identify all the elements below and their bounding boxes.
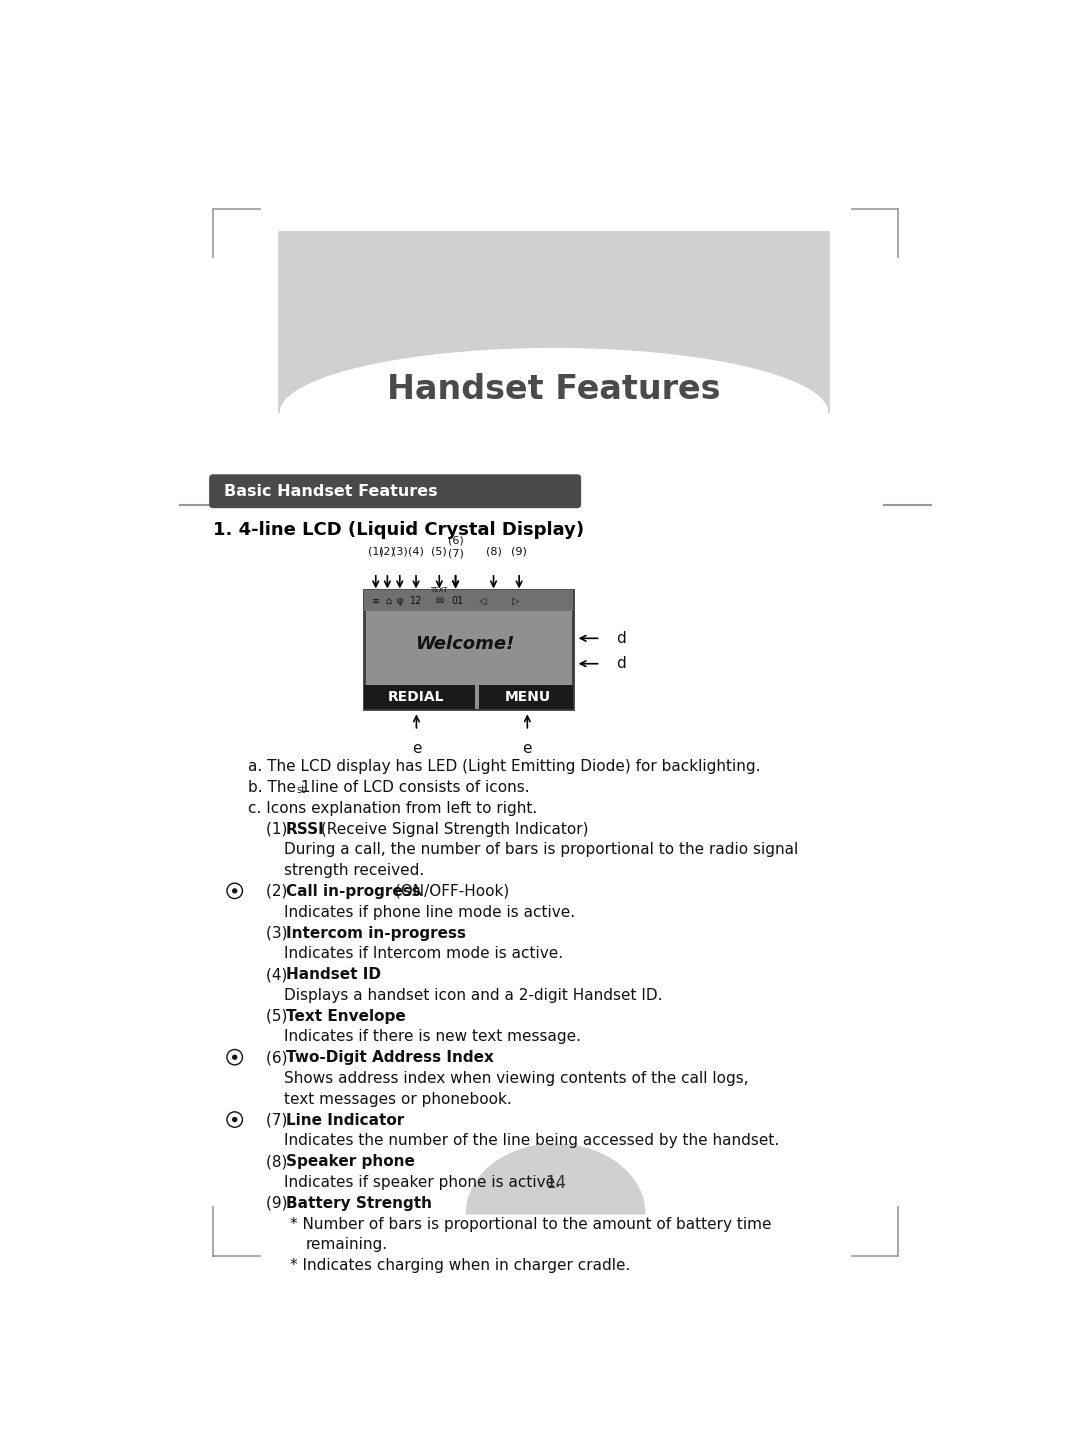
Circle shape [232,889,237,893]
Text: Indicates if Intercom mode is active.: Indicates if Intercom mode is active. [284,947,564,961]
Text: Two-Digit Address Index: Two-Digit Address Index [286,1050,494,1066]
Text: (3): (3) [266,925,292,941]
Text: (2): (2) [266,884,292,899]
Text: c. Icons explanation from left to right.: c. Icons explanation from left to right. [248,800,538,816]
Text: (6): (6) [448,536,464,545]
FancyBboxPatch shape [475,684,479,709]
Text: (Receive Signal Strength Indicator): (Receive Signal Strength Indicator) [317,822,589,837]
FancyBboxPatch shape [364,590,573,709]
Text: Shows address index when viewing contents of the call logs,: Shows address index when viewing content… [284,1072,749,1086]
Text: (5): (5) [266,1009,292,1024]
Text: (5): (5) [431,547,448,557]
Text: 1. 4-line LCD (Liquid Crystal Display): 1. 4-line LCD (Liquid Crystal Display) [212,521,584,538]
Polygon shape [466,1144,645,1214]
Text: Welcome!: Welcome! [415,635,515,654]
Text: Handset Features: Handset Features [387,373,721,406]
Text: During a call, the number of bars is proportional to the radio signal: During a call, the number of bars is pro… [284,842,799,857]
Text: 12: 12 [410,596,423,606]
Text: remaining.: remaining. [306,1237,388,1253]
Text: (8): (8) [486,547,502,557]
Text: 01: 01 [451,596,463,606]
Text: MENU: MENU [504,690,551,703]
Text: a. The LCD display has LED (Light Emitting Diode) for backlighting.: a. The LCD display has LED (Light Emitti… [248,760,760,774]
Text: (9): (9) [512,547,527,557]
Text: Text Envelope: Text Envelope [286,1009,405,1024]
Text: (3): (3) [392,547,408,557]
Text: Indicates if phone line mode is active.: Indicates if phone line mode is active. [284,905,576,919]
Text: (8): (8) [266,1154,292,1169]
Text: Call in-progress: Call in-progress [286,884,421,899]
Text: 14: 14 [545,1173,566,1192]
Text: Displays a handset icon and a 2-digit Handset ID.: Displays a handset icon and a 2-digit Ha… [284,987,662,1003]
Text: line of LCD consists of icons.: line of LCD consists of icons. [306,780,529,795]
Text: ψ: ψ [397,596,403,606]
Text: (1): (1) [266,822,292,837]
Text: b. The 1: b. The 1 [248,780,310,795]
Text: (4): (4) [408,547,424,557]
FancyBboxPatch shape [209,474,581,508]
Text: REDIAL: REDIAL [388,690,444,703]
Text: strength received.: strength received. [284,863,425,879]
Text: ≡: ≡ [372,596,379,606]
Text: Intercom in-progress: Intercom in-progress [286,925,466,941]
Text: Basic Handset Features: Basic Handset Features [224,484,438,499]
Text: e: e [522,741,532,757]
Text: (7): (7) [448,548,464,558]
Text: Battery Strength: Battery Strength [286,1196,433,1211]
Text: st: st [296,784,306,795]
Text: (4): (4) [266,967,292,982]
Text: (6): (6) [266,1050,292,1066]
Text: Indicates if there is new text message.: Indicates if there is new text message. [284,1030,581,1044]
Text: e: e [412,741,422,757]
Text: (1): (1) [367,547,384,557]
Polygon shape [279,232,829,413]
Text: Indicates if speaker phone is active.: Indicates if speaker phone is active. [284,1174,560,1190]
Text: Speaker phone: Speaker phone [286,1154,415,1169]
Text: TEXT: TEXT [430,587,448,593]
Text: * Number of bars is proportional to the amount of battery time: * Number of bars is proportional to the … [291,1217,772,1231]
Text: d: d [616,657,625,671]
Circle shape [232,1054,237,1060]
Text: ◁: ◁ [479,596,487,606]
Text: Handset ID: Handset ID [286,967,382,982]
Text: RSSI: RSSI [286,822,325,837]
FancyBboxPatch shape [364,684,573,709]
Text: Line Indicator: Line Indicator [286,1112,404,1128]
Text: Indicates the number of the line being accessed by the handset.: Indicates the number of the line being a… [284,1134,779,1148]
Text: * Indicates charging when in charger cradle.: * Indicates charging when in charger cra… [291,1259,631,1273]
Text: (7): (7) [266,1112,292,1128]
Text: (2): (2) [379,547,396,557]
Text: (ON/OFF-Hook): (ON/OFF-Hook) [390,884,509,899]
FancyBboxPatch shape [364,590,573,612]
Text: ✉: ✉ [436,596,443,606]
Text: text messages or phonebook.: text messages or phonebook. [284,1092,512,1106]
Circle shape [232,1116,237,1122]
Text: ⌂: ⌂ [385,596,391,606]
Text: d: d [616,631,625,645]
Text: ▷: ▷ [512,596,519,606]
Text: (9): (9) [266,1196,292,1211]
